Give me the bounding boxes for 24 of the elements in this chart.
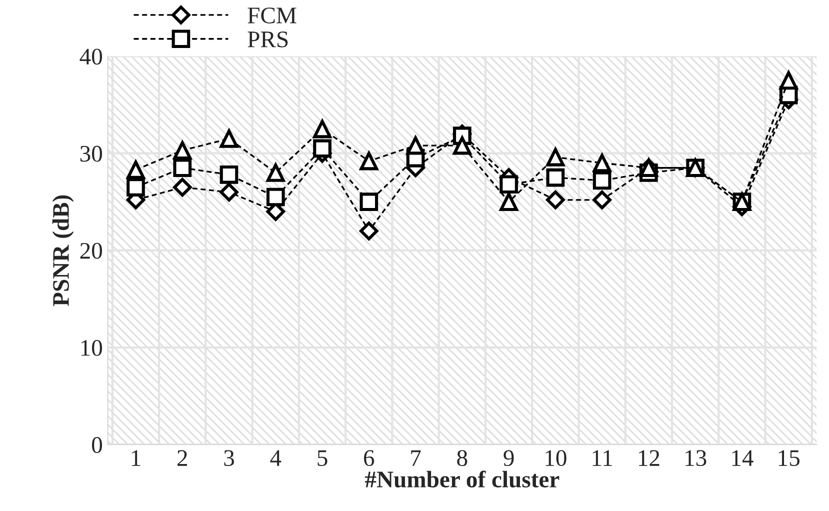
x-tick-label: 9 xyxy=(504,450,514,466)
x-tick-label: 13 xyxy=(686,450,706,466)
x-tick-label: 2 xyxy=(178,450,187,466)
y-tick-label: 10 xyxy=(81,340,102,356)
y-axis-title: PSNR (dB) xyxy=(52,195,74,306)
y-tick-label: 0 xyxy=(92,437,102,453)
y-tick-label: 40 xyxy=(80,48,102,65)
y-tick-label: 20 xyxy=(80,242,102,259)
x-axis-title: #Number of cluster xyxy=(364,470,560,488)
x-tick-label: 8 xyxy=(457,450,468,466)
x-tick-label: 12 xyxy=(638,450,660,466)
x-tick-label: 14 xyxy=(732,450,754,466)
y-tick-label: 30 xyxy=(80,146,102,162)
legend-label: PRS xyxy=(248,32,288,48)
x-tick-label: 10 xyxy=(546,450,566,466)
x-tick-label: 15 xyxy=(778,450,800,466)
legend-label: FCM xyxy=(248,8,296,24)
x-tick-label: 7 xyxy=(411,450,421,466)
x-tick-label: 3 xyxy=(224,450,234,466)
x-tick-label: 6 xyxy=(364,450,374,466)
x-tick-label: 1 xyxy=(132,450,140,466)
x-tick-label: 4 xyxy=(270,450,282,466)
x-tick-label: 5 xyxy=(318,450,328,466)
x-tick-label: 11 xyxy=(592,450,612,466)
